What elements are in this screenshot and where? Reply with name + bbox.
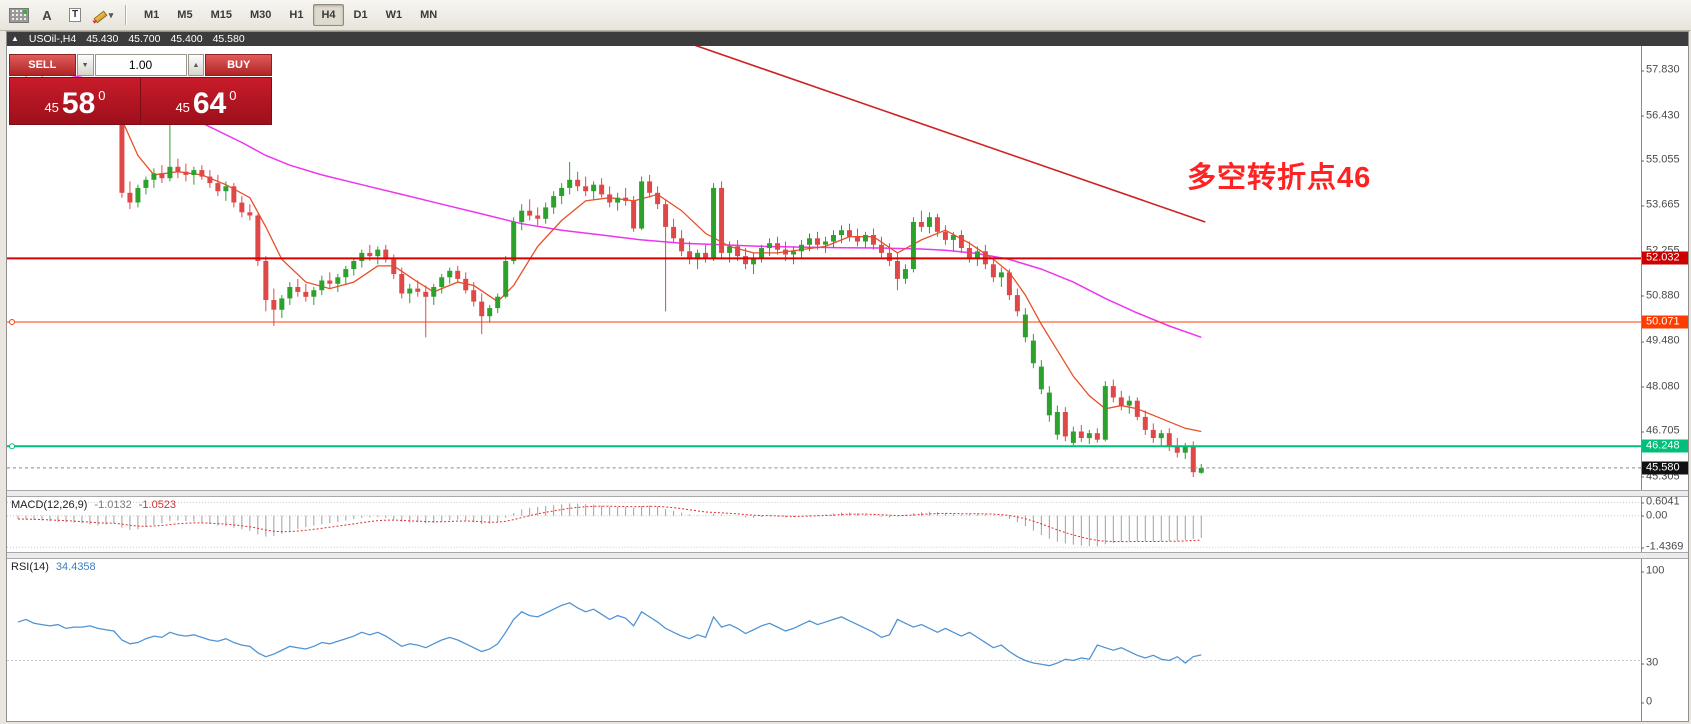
- timeframe-d1[interactable]: D1: [353, 9, 368, 21]
- timeframe-h4[interactable]: H4: [313, 4, 344, 26]
- volume-down-button[interactable]: ▼: [76, 54, 94, 76]
- buy-price-button[interactable]: 45 64 0: [141, 78, 271, 124]
- macd-axis: 0.6041 0.00 -1.4369: [1640, 495, 1688, 553]
- price-pane: 多空转折点46 SELL ▼ ▲ BUY 45 58 0: [7, 46, 1688, 490]
- price-chart-canvas: [7, 46, 1641, 477]
- timeframe-m15[interactable]: M15: [210, 9, 232, 21]
- rsi-axis-tick: 100: [1640, 564, 1665, 577]
- price-axis-flag: 50.071: [1642, 315, 1688, 329]
- trade-panel-divider: [140, 78, 141, 124]
- price-axis-flag: 46.248: [1642, 439, 1688, 453]
- chart-window: ▲ USOil-,H4 45.430 45.700 45.400 45.580 …: [6, 31, 1689, 722]
- price-axis-tick: 49.480: [1641, 334, 1680, 347]
- toolbar: A T ▾ M1 M5 M15 M30 H1 H4 D1 W1 MN: [0, 0, 1691, 31]
- price-chart-plot[interactable]: 多空转折点46 SELL ▼ ▲ BUY 45 58 0: [7, 46, 1641, 490]
- sell-price-point: 0: [98, 88, 106, 103]
- ohlc-open: 45.430: [86, 33, 119, 45]
- indicators-icon: [9, 7, 29, 23]
- rsi-value: 34.4358: [55, 561, 96, 573]
- ohlc-low: 45.400: [170, 33, 203, 45]
- rsi-pane: RSI(14) 34.4358 100 30 0: [7, 559, 1688, 721]
- price-axis-flag: 45.580: [1642, 461, 1688, 475]
- toolbar-separator: [125, 5, 126, 25]
- buy-button[interactable]: BUY: [205, 54, 272, 76]
- macd-axis-tick: 0.6041: [1641, 495, 1680, 508]
- caret-down-icon: ▼: [81, 61, 89, 69]
- text-tool-button[interactable]: A: [34, 3, 60, 27]
- rsi-label-row: RSI(14) 34.4358: [11, 561, 96, 573]
- text-tool-icon: A: [42, 7, 52, 23]
- timeframe-m1[interactable]: M1: [144, 9, 160, 21]
- price-axis-tick: 53.665: [1641, 198, 1680, 211]
- macd-axis-tick: 0.00: [1640, 509, 1668, 522]
- rsi-label: RSI(14): [11, 561, 49, 573]
- chart-title-bar: ▲ USOil-,H4 45.430 45.700 45.400 45.580: [7, 32, 1688, 46]
- one-click-trading-panel: SELL ▼ ▲ BUY 45 58 0: [9, 54, 272, 125]
- price-axis-tick: 50.880: [1641, 289, 1680, 302]
- trade-panel-top-row: SELL ▼ ▲ BUY: [9, 54, 272, 76]
- timeframe-h1[interactable]: H1: [289, 9, 304, 21]
- macd-signal-value: -1.0523: [138, 499, 177, 511]
- indicators-button[interactable]: [6, 3, 32, 27]
- price-axis-tick: 48.080: [1641, 380, 1680, 393]
- pencil-icon: [93, 8, 107, 22]
- buy-price-point: 0: [229, 88, 237, 103]
- timeframe-group: M1 M5 M15 M30 H1 H4 D1 W1 MN: [135, 4, 446, 26]
- price-axis-tick: 55.055: [1641, 153, 1680, 166]
- text-label-tool-icon: T: [68, 8, 82, 22]
- rsi-axis-tick: 30: [1640, 656, 1659, 669]
- ohlc-close: 45.580: [212, 33, 245, 45]
- rsi-axis-tick: 0: [1640, 695, 1653, 708]
- price-axis-tick: 46.705: [1641, 424, 1680, 437]
- timeframe-m30[interactable]: M30: [249, 9, 272, 21]
- sell-button[interactable]: SELL: [9, 54, 76, 76]
- macd-label: MACD(12,26,9): [11, 499, 88, 511]
- ohlc-high: 45.700: [128, 33, 161, 45]
- buy-price-prefix: 45: [175, 100, 190, 115]
- volume-up-button[interactable]: ▲: [187, 54, 205, 76]
- price-axis-tick: 57.830: [1641, 63, 1680, 76]
- timeframe-m5[interactable]: M5: [177, 9, 193, 21]
- pane-separator[interactable]: [7, 552, 1688, 559]
- chart-symbol-icon: ▲: [11, 34, 19, 43]
- text-label-tool-button[interactable]: T: [62, 3, 88, 27]
- timeframe-mn[interactable]: MN: [420, 9, 438, 21]
- caret-up-icon: ▲: [192, 61, 200, 69]
- macd-canvas: [7, 501, 1641, 548]
- macd-pane: MACD(12,26,9) -1.0132 -1.0523 0.6041 0.00…: [7, 495, 1688, 553]
- sell-price-pips: 58: [61, 87, 96, 120]
- pane-separator[interactable]: [7, 490, 1688, 497]
- chart-symbol-label: USOil-,H4: [28, 33, 77, 45]
- sell-price-button[interactable]: 45 58 0: [10, 78, 140, 124]
- macd-main-value: -1.0132: [94, 499, 132, 511]
- volume-input[interactable]: [94, 54, 187, 76]
- macd-label-row: MACD(12,26,9) -1.0132 -1.0523: [11, 499, 176, 511]
- chart-annotation: 多空转折点46: [1187, 162, 1372, 194]
- buy-price-pips: 64: [192, 87, 227, 120]
- rsi-canvas: [7, 602, 1641, 667]
- timeframe-w1[interactable]: W1: [385, 9, 403, 21]
- sell-price-prefix: 45: [44, 100, 59, 115]
- price-axis-tick: 56.430: [1641, 109, 1680, 121]
- drawing-tool-button[interactable]: ▾: [90, 3, 116, 27]
- macd-plot[interactable]: MACD(12,26,9) -1.0132 -1.0523: [7, 497, 1641, 552]
- price-axis-flag: 52.032: [1642, 251, 1688, 265]
- macd-axis-tick: -1.4369: [1640, 540, 1684, 553]
- rsi-plot[interactable]: RSI(14) 34.4358: [7, 559, 1641, 721]
- chevron-down-icon: ▾: [108, 9, 114, 20]
- rsi-axis: 100 30 0: [1640, 559, 1688, 721]
- price-axis[interactable]: 57.830 56.430 55.055 53.665 52.255 50.880 49.4…: [1641, 46, 1688, 490]
- trade-panel-price-row: 45 58 0 45 64 0: [9, 77, 272, 125]
